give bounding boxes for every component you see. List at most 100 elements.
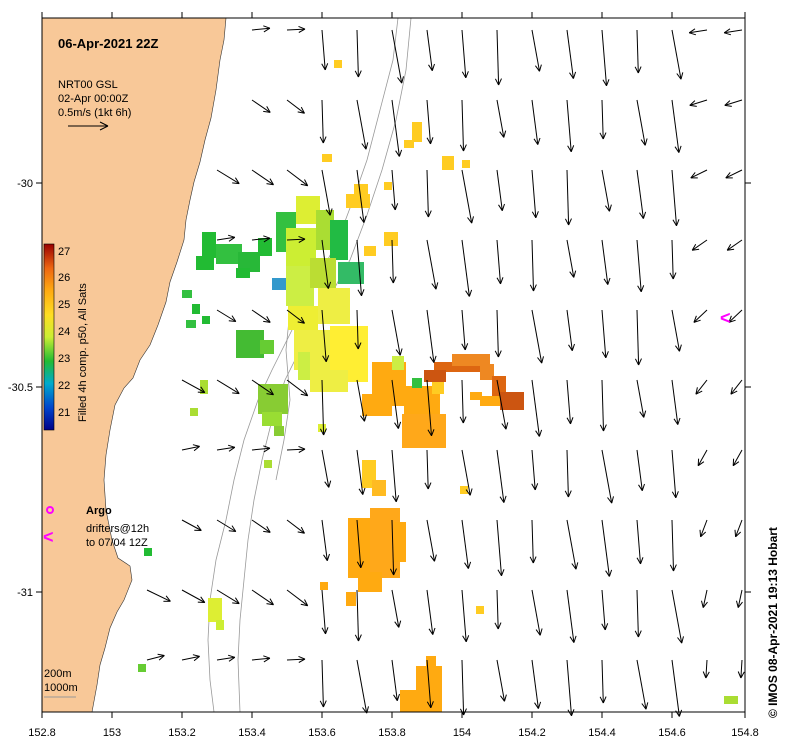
- current-arrow-head: [158, 655, 165, 661]
- current-arrow-head: [496, 277, 501, 285]
- current-arrow-head: [689, 32, 697, 36]
- current-arrow-head: [494, 350, 499, 358]
- current-arrow: [724, 99, 743, 106]
- current-arrow-head: [672, 272, 677, 280]
- current-arrow-head: [634, 66, 639, 74]
- current-arrow-head: [604, 205, 610, 212]
- current-arrow-head: [461, 71, 467, 79]
- current-arrow: [601, 99, 604, 140]
- current-arrow: [426, 379, 432, 436]
- current-arrow-head: [266, 603, 274, 606]
- current-arrow: [286, 448, 306, 451]
- current-arrow-head: [459, 144, 464, 152]
- current-arrow: [531, 589, 541, 636]
- current-arrow-head: [679, 344, 682, 352]
- current-arrow-head: [192, 654, 200, 657]
- current-arrow-head: [464, 562, 469, 569]
- current-arrow: [671, 239, 674, 280]
- current-arrow: [286, 28, 306, 31]
- current-arrow-head: [499, 131, 505, 138]
- current-arrow-head: [732, 461, 740, 467]
- current-arrow: [321, 169, 331, 216]
- current-arrow: [636, 169, 644, 219]
- current-arrow: [732, 449, 743, 466]
- current-arrow: [251, 27, 270, 31]
- current-arrow-head: [569, 271, 575, 278]
- current-arrow: [321, 519, 328, 561]
- current-arrow-head: [468, 289, 473, 297]
- current-arrow: [566, 239, 575, 278]
- map-frame: [41, 17, 746, 713]
- current-arrow-head: [297, 111, 305, 114]
- current-arrow: [496, 29, 500, 86]
- current-arrow: [496, 379, 507, 430]
- current-arrow: [671, 309, 680, 352]
- current-arrow-head: [433, 355, 437, 363]
- y-tick-label: -30.5: [8, 382, 33, 394]
- current-arrow: [356, 169, 365, 223]
- current-arrow: [601, 309, 607, 358]
- current-arrow-head: [571, 563, 577, 570]
- current-arrow-head: [401, 76, 404, 84]
- current-arrow-head: [232, 602, 240, 605]
- current-arrow: [321, 29, 326, 70]
- current-arrow-head: [541, 356, 544, 364]
- current-arrow: [671, 659, 680, 717]
- current-arrow-head: [599, 132, 604, 140]
- current-arrow: [356, 519, 362, 568]
- current-arrow-head: [730, 387, 733, 395]
- current-arrow-head: [674, 146, 680, 153]
- current-arrow: [426, 169, 429, 218]
- current-arrow-head: [671, 491, 677, 499]
- current-arrow-head: [724, 100, 731, 106]
- current-arrow-head: [695, 390, 703, 395]
- current-arrow-head: [498, 78, 502, 86]
- current-arrow-head: [734, 529, 737, 537]
- current-arrow-head: [435, 282, 439, 290]
- current-arrow-head: [608, 569, 613, 577]
- current-arrow-head: [427, 429, 432, 437]
- current-arrow: [356, 99, 367, 150]
- current-arrow: [426, 99, 431, 144]
- current-arrow-head: [300, 316, 305, 324]
- current-arrow: [251, 169, 274, 186]
- current-arrow-head: [568, 218, 572, 226]
- current-arrow-head: [462, 416, 467, 424]
- current-arrow-head: [639, 411, 645, 418]
- colorbar-scale: [43, 243, 55, 431]
- current-arrow: [671, 29, 682, 80]
- current-arrow-head: [319, 700, 324, 708]
- current-arrow: [391, 99, 400, 157]
- current-arrow: [671, 589, 683, 644]
- current-arrow-head: [533, 284, 537, 292]
- current-arrow: [426, 519, 435, 562]
- current-arrow-head: [705, 671, 710, 679]
- current-arrow: [531, 169, 537, 218]
- current-arrow-head: [606, 79, 610, 86]
- current-arrow: [601, 379, 604, 432]
- current-arrow: [531, 29, 540, 72]
- current-arrow-head: [398, 620, 402, 628]
- current-arrow: [216, 236, 235, 241]
- current-arrow: [391, 29, 403, 84]
- current-arrow: [146, 655, 165, 661]
- current-arrow: [286, 519, 305, 534]
- current-arrow: [695, 379, 708, 395]
- current-arrow: [216, 169, 240, 185]
- current-arrow-head: [602, 79, 607, 87]
- current-arrow: [671, 379, 679, 425]
- current-arrow-head: [702, 601, 708, 608]
- current-arrow: [146, 589, 171, 602]
- current-arrow: [700, 519, 708, 537]
- current-arrow: [426, 659, 432, 708]
- current-arrow-head: [298, 25, 306, 30]
- current-arrow: [216, 656, 235, 661]
- current-arrow-head: [228, 446, 236, 452]
- current-arrow-head: [196, 524, 202, 531]
- current-arrow-head: [673, 564, 677, 572]
- current-arrow-head: [640, 557, 644, 565]
- current-arrow: [321, 239, 329, 289]
- current-arrow-head: [637, 66, 642, 74]
- colorbar: 27 26 25 24 23 22 21 Filled 4h comp. p50…: [43, 243, 89, 431]
- current-arrow-head: [724, 32, 732, 36]
